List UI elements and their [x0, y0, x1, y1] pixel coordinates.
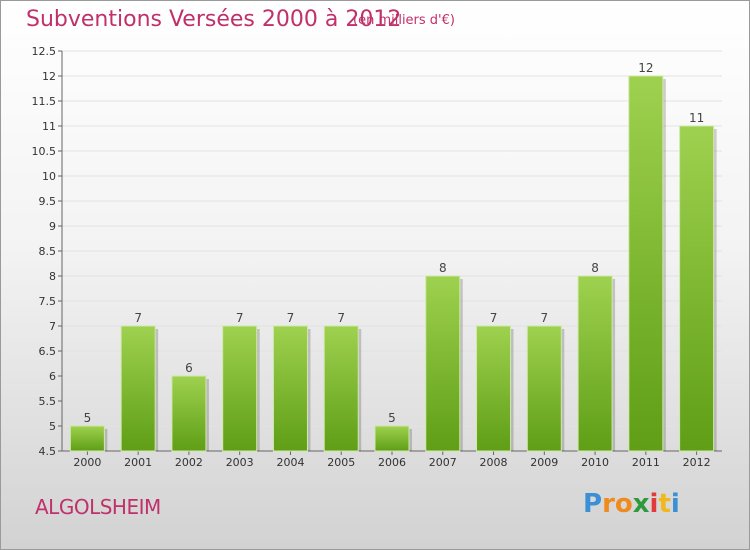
logo-letter: i — [670, 489, 680, 519]
bar-value-label: 7 — [287, 311, 295, 325]
proxiti-logo: Proxiti — [583, 489, 680, 519]
logo-letter: o — [614, 489, 633, 519]
bars: 5 7 6 7 7 7 5 8 7 7 8 12 11 — [69, 61, 717, 452]
commune-name: ALGOLSHEIM — [35, 495, 161, 519]
y-tick-label: 9.5 — [39, 195, 57, 208]
bar-value-label: 8 — [591, 261, 599, 275]
x-tick-label: 2005 — [327, 456, 355, 469]
chart-subtitle: (en milliers d'€) — [353, 13, 455, 28]
bar-value-label: 7 — [236, 311, 244, 325]
bar — [679, 125, 715, 452]
y-tick-label: 9 — [49, 220, 56, 233]
bar — [425, 275, 461, 452]
bar — [120, 325, 156, 452]
y-tick-label: 7 — [49, 320, 56, 333]
x-tick-label: 2011 — [632, 456, 660, 469]
bar-value-label: 7 — [337, 311, 345, 325]
bar — [323, 325, 359, 452]
chart-title: Subventions Versées 2000 à 2012 — [26, 7, 402, 32]
logo-letter: r — [602, 489, 615, 519]
bar — [476, 325, 512, 452]
logo-letter: t — [658, 489, 671, 519]
x-tick-label: 2006 — [378, 456, 406, 469]
y-tick-label: 5 — [49, 420, 56, 433]
bar-value-label: 5 — [388, 411, 396, 425]
bar-value-label: 8 — [439, 261, 447, 275]
y-tick-label: 8 — [49, 270, 56, 283]
y-tick-label: 5.5 — [39, 395, 57, 408]
y-tick-label: 11 — [42, 120, 56, 133]
bar-value-label: 7 — [540, 311, 548, 325]
bar-value-label: 5 — [84, 411, 92, 425]
bar — [577, 275, 613, 452]
y-tick-label: 7.5 — [39, 295, 57, 308]
x-tick-label: 2010 — [581, 456, 609, 469]
x-tick-label: 2012 — [683, 456, 711, 469]
x-tick-label: 2003 — [226, 456, 254, 469]
x-tick-label: 2002 — [175, 456, 203, 469]
bar-value-label: 7 — [490, 311, 498, 325]
bar-value-label: 6 — [185, 361, 193, 375]
bar — [69, 425, 105, 452]
y-tick-label: 12.5 — [32, 45, 57, 58]
bar — [272, 325, 308, 452]
y-tick-label: 10 — [42, 170, 56, 183]
bar-value-label: 11 — [689, 111, 704, 125]
x-tick-label: 2008 — [480, 456, 508, 469]
bar — [222, 325, 258, 452]
y-tick-label: 6 — [49, 370, 56, 383]
logo-letter: x — [632, 489, 650, 519]
bar-value-label: 7 — [134, 311, 142, 325]
x-tick-label: 2001 — [124, 456, 152, 469]
y-tick-label: 4.5 — [39, 445, 57, 458]
bar — [374, 425, 410, 452]
y-tick-label: 12 — [42, 70, 56, 83]
x-tick-label: 2007 — [429, 456, 457, 469]
logo-letter: i — [649, 489, 659, 519]
grid-lines — [62, 50, 722, 452]
bar-value-label: 12 — [638, 61, 653, 75]
x-tick-label: 2009 — [530, 456, 558, 469]
x-tick-label: 2000 — [73, 456, 101, 469]
bar — [628, 75, 664, 452]
x-tick-label: 2004 — [276, 456, 304, 469]
y-tick-label: 6.5 — [39, 345, 57, 358]
y-tick-label: 10.5 — [32, 145, 57, 158]
logo-letter: P — [583, 489, 603, 519]
y-tick-label: 8.5 — [39, 245, 57, 258]
y-tick-label: 11.5 — [32, 95, 57, 108]
bar — [526, 325, 562, 452]
bar — [171, 375, 207, 452]
